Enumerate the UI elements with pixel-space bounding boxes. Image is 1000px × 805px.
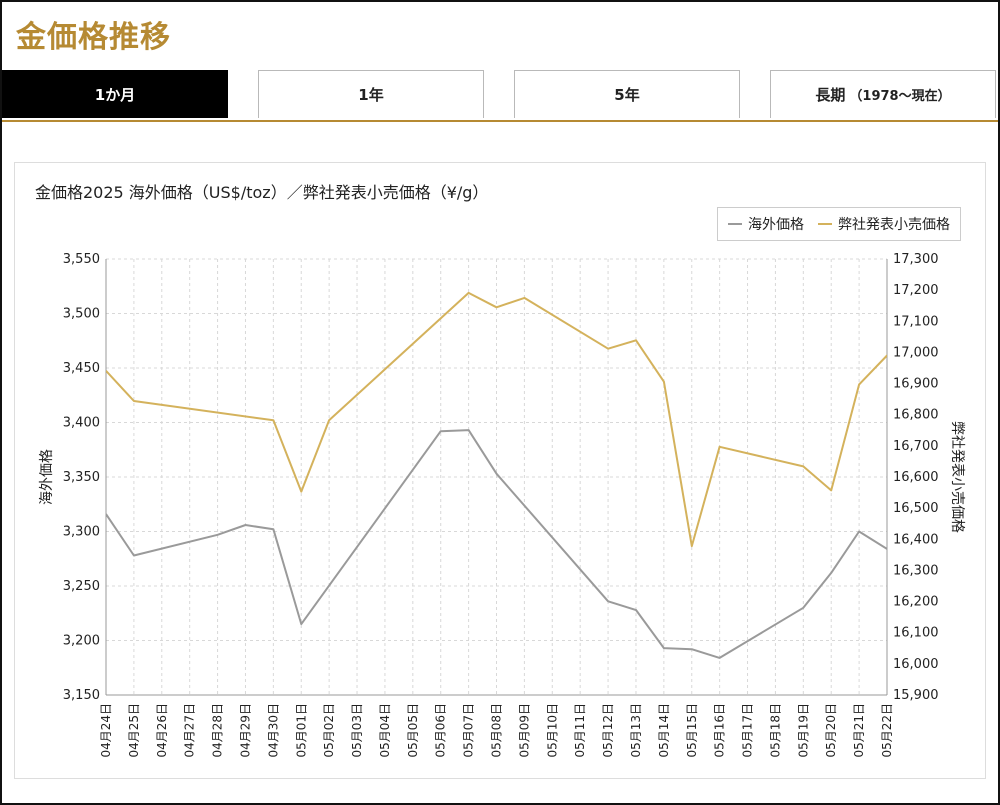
tab-long-term-sub: （1978〜現在） <box>849 89 951 104</box>
x-tick-label: 05月02日 <box>322 703 336 758</box>
y-left-axis-title: 海外価格 <box>39 449 55 505</box>
legend-item-retail[interactable]: 弊社発表小売価格 <box>818 214 950 234</box>
x-tick-label: 05月08日 <box>490 703 504 758</box>
y-right-tick-label: 16,300 <box>893 563 939 578</box>
chart-plot: 04月24日 04月25日 04月26日 04月27日 04月28日 04月29日 04月3… <box>39 252 965 758</box>
y-right-tick-label: 16,500 <box>893 501 939 516</box>
y-right-tick-label: 16,000 <box>893 657 939 672</box>
x-tick-label: 05月03日 <box>350 703 364 758</box>
tab-5-years[interactable]: 5年 <box>514 70 740 118</box>
x-tick-label: 05月19日 <box>796 703 810 758</box>
y-right-tick-label: 17,300 <box>893 252 939 267</box>
x-tick-label: 05月11日 <box>573 703 587 758</box>
y-left-tick-label: 3,300 <box>63 525 100 540</box>
y-right-tick-label: 16,200 <box>893 595 939 610</box>
x-tick-label: 05月06日 <box>434 703 448 758</box>
x-tick-label: 05月07日 <box>462 703 476 758</box>
y-right-tick-label: 16,400 <box>893 532 939 547</box>
y-right-tick-label: 17,000 <box>893 345 939 360</box>
period-tabs: 1か月 1年 5年 長期 （1978〜現在） <box>2 70 998 120</box>
x-tick-label: 05月21日 <box>852 703 866 758</box>
y-left-tick-label: 3,200 <box>63 634 100 649</box>
y-right-tick-label: 17,200 <box>893 283 939 298</box>
x-tick-label: 05月05日 <box>406 703 420 758</box>
x-tick-label: 05月22日 <box>880 703 894 758</box>
chart-title: 金価格2025 海外価格（US$/toz）／弊社発表小売価格（¥/g） <box>35 183 489 202</box>
chart-card: 金価格2025 海外価格（US$/toz）／弊社発表小売価格（¥/g） 海外価格… <box>14 162 986 779</box>
y-right-tick-label: 16,800 <box>893 408 939 423</box>
y-left-tick-label: 3,550 <box>63 252 100 267</box>
x-tick-label: 05月09日 <box>517 703 531 758</box>
tab-1-year-label: 1年 <box>358 86 384 104</box>
x-tick-label: 05月01日 <box>294 703 308 758</box>
y-right-tick-label: 15,900 <box>893 688 939 703</box>
legend-label-retail: 弊社発表小売価格 <box>838 217 950 233</box>
x-tick-label: 05月04日 <box>378 703 392 758</box>
tab-1-year[interactable]: 1年 <box>258 70 484 118</box>
tab-long-term-label: 長期 <box>815 86 846 104</box>
series-line-retail <box>106 291 887 548</box>
y-left-tick-label: 3,350 <box>63 470 100 485</box>
y-left-tick-label: 3,250 <box>63 579 100 594</box>
x-tick-label: 05月18日 <box>768 703 782 758</box>
x-tick-label: 05月10日 <box>545 703 559 758</box>
page-title: 金価格推移 <box>16 20 171 55</box>
x-tick-label: 04月28日 <box>211 703 225 758</box>
tab-1-month-label: 1か月 <box>94 86 136 104</box>
tab-5-years-label: 5年 <box>614 86 640 104</box>
x-tick-label: 05月14日 <box>657 703 671 758</box>
x-tick-label: 04月24日 <box>99 703 113 758</box>
y-left-tick-label: 3,150 <box>63 688 100 703</box>
y-right-tick-label: 16,900 <box>893 377 939 392</box>
y-left-tick-label: 3,400 <box>63 416 100 431</box>
x-tick-label: 04月25日 <box>127 703 141 758</box>
x-tick-label: 04月29日 <box>238 703 252 758</box>
legend-swatch-retail <box>818 223 832 225</box>
x-tick-label: 05月17日 <box>741 703 755 758</box>
x-tick-label: 05月20日 <box>824 703 838 758</box>
x-tick-label: 04月27日 <box>183 703 197 758</box>
y-right-axis-title: 弊社発表小売価格 <box>949 421 965 533</box>
y-right-tick-label: 16,700 <box>893 439 939 454</box>
x-tick-label: 05月16日 <box>713 703 727 758</box>
legend-swatch-overseas <box>728 223 742 225</box>
tab-long-term[interactable]: 長期 （1978〜現在） <box>770 70 996 118</box>
series-line-overseas <box>106 429 887 659</box>
y-right-tick-label: 16,100 <box>893 626 939 641</box>
tab-underline <box>2 120 998 122</box>
legend-label-overseas: 海外価格 <box>748 217 804 233</box>
y-right-tick-label: 17,100 <box>893 314 939 329</box>
chart-legend: 海外価格 弊社発表小売価格 <box>717 207 961 241</box>
x-tick-label: 05月12日 <box>601 703 615 758</box>
y-left-tick-label: 3,500 <box>63 307 100 322</box>
legend-item-overseas[interactable]: 海外価格 <box>728 214 804 234</box>
x-tick-label: 04月30日 <box>266 703 280 758</box>
x-tick-label: 05月13日 <box>629 703 643 758</box>
tab-1-month[interactable]: 1か月 <box>2 70 228 118</box>
x-tick-label: 05月15日 <box>685 703 699 758</box>
x-tick-label: 04月26日 <box>155 703 169 758</box>
y-right-tick-label: 16,600 <box>893 470 939 485</box>
y-left-tick-label: 3,450 <box>63 361 100 376</box>
